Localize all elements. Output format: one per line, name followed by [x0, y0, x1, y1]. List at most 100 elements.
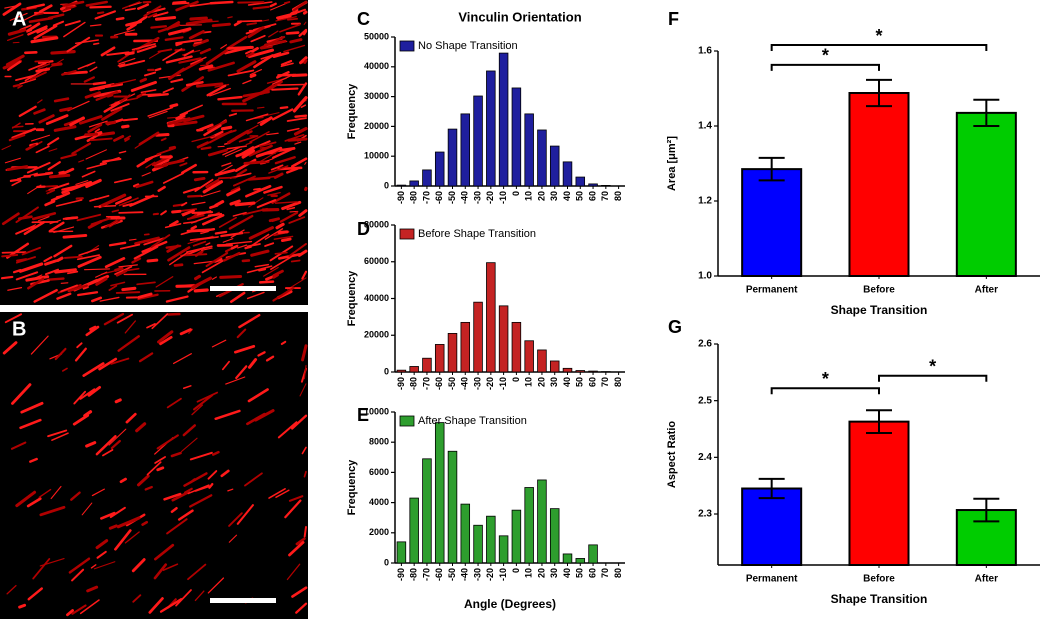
streak: [168, 145, 177, 150]
streak: [187, 563, 207, 581]
streak: [170, 507, 178, 514]
streak: [189, 236, 215, 241]
streak: [111, 78, 136, 86]
streak: [15, 74, 36, 82]
x-tick-label: 0: [511, 377, 521, 382]
streak: [182, 385, 192, 390]
x-tick-label: -80: [409, 568, 419, 581]
bar: [473, 301, 483, 373]
streak: [303, 59, 308, 64]
streak: [245, 52, 255, 58]
streak: [258, 141, 277, 148]
streak: [177, 509, 194, 521]
streak: [74, 347, 87, 362]
streak: [7, 60, 22, 71]
streak: [82, 274, 110, 288]
streak: [205, 252, 229, 268]
streak: [30, 335, 49, 355]
streak: [15, 271, 39, 281]
streak: [217, 95, 243, 101]
significance-bracket: [770, 63, 880, 71]
streak: [181, 209, 195, 217]
streak: [44, 259, 58, 266]
streak: [71, 604, 87, 615]
streak: [64, 216, 79, 221]
streak: [157, 185, 166, 192]
streak: [175, 589, 192, 607]
streak: [233, 175, 256, 187]
streak: [121, 286, 137, 292]
y-axis-title: Aspect Ratio: [666, 421, 678, 489]
streak: [87, 123, 103, 134]
streak: [32, 557, 51, 580]
streak: [209, 204, 219, 209]
streak: [249, 69, 262, 76]
streak: [154, 67, 162, 72]
streak: [263, 266, 279, 277]
streak: [71, 568, 85, 582]
streak: [51, 62, 63, 66]
streak: [27, 587, 43, 601]
streak: [238, 135, 258, 143]
streak: [23, 221, 45, 236]
x-tick-label: 10: [524, 568, 534, 578]
streak: [269, 2, 277, 8]
streak: [260, 150, 280, 162]
streak: [62, 234, 88, 239]
streak: [166, 244, 180, 253]
streak: [264, 242, 275, 247]
streak: [193, 288, 209, 293]
streak: [221, 360, 230, 371]
streak: [2, 341, 18, 355]
streak: [6, 34, 24, 42]
streak: [258, 268, 267, 272]
streak: [77, 291, 99, 297]
streak: [279, 211, 299, 223]
streak: [133, 245, 159, 260]
streak: [1, 212, 20, 226]
streak: [76, 254, 101, 261]
streak: [131, 257, 142, 264]
y-tick-label: 50000: [364, 31, 389, 41]
streak: [227, 45, 254, 50]
streak: [252, 5, 270, 10]
streak: [79, 599, 100, 615]
streak: [165, 295, 189, 303]
streak: [118, 197, 139, 207]
streak: [132, 183, 140, 188]
y-tick-label: 1.0: [698, 271, 712, 282]
error-bar: [973, 497, 1000, 523]
bar: [422, 458, 432, 564]
streak: [150, 25, 168, 29]
x-tick-label: 30: [549, 377, 559, 387]
streak: [131, 558, 146, 573]
streak: [211, 339, 227, 348]
streak: [134, 236, 160, 245]
streak: [50, 485, 62, 500]
streak: [115, 291, 141, 294]
streak: [26, 3, 46, 10]
y-tick-label: 30000: [364, 91, 389, 101]
x-tick-label: 50: [575, 377, 585, 387]
bar: [422, 357, 432, 373]
streak: [301, 446, 307, 455]
streak: [255, 154, 265, 158]
streak: [137, 3, 150, 10]
x-tick-label: Before: [863, 285, 895, 296]
error-bar: [866, 409, 892, 434]
streak: [245, 113, 269, 122]
x-tick-label: 10: [524, 377, 534, 387]
y-tick-label: 40000: [364, 61, 389, 71]
streak: [283, 1, 291, 5]
bar: [537, 479, 547, 564]
streak: [88, 120, 108, 128]
streak: [235, 365, 248, 380]
streak: [250, 249, 270, 257]
streak: [249, 131, 270, 143]
streak: [169, 251, 190, 266]
streak: [277, 83, 305, 86]
streak: [286, 563, 301, 581]
streak: [17, 84, 23, 89]
streak: [89, 66, 98, 72]
streak: [274, 251, 288, 255]
